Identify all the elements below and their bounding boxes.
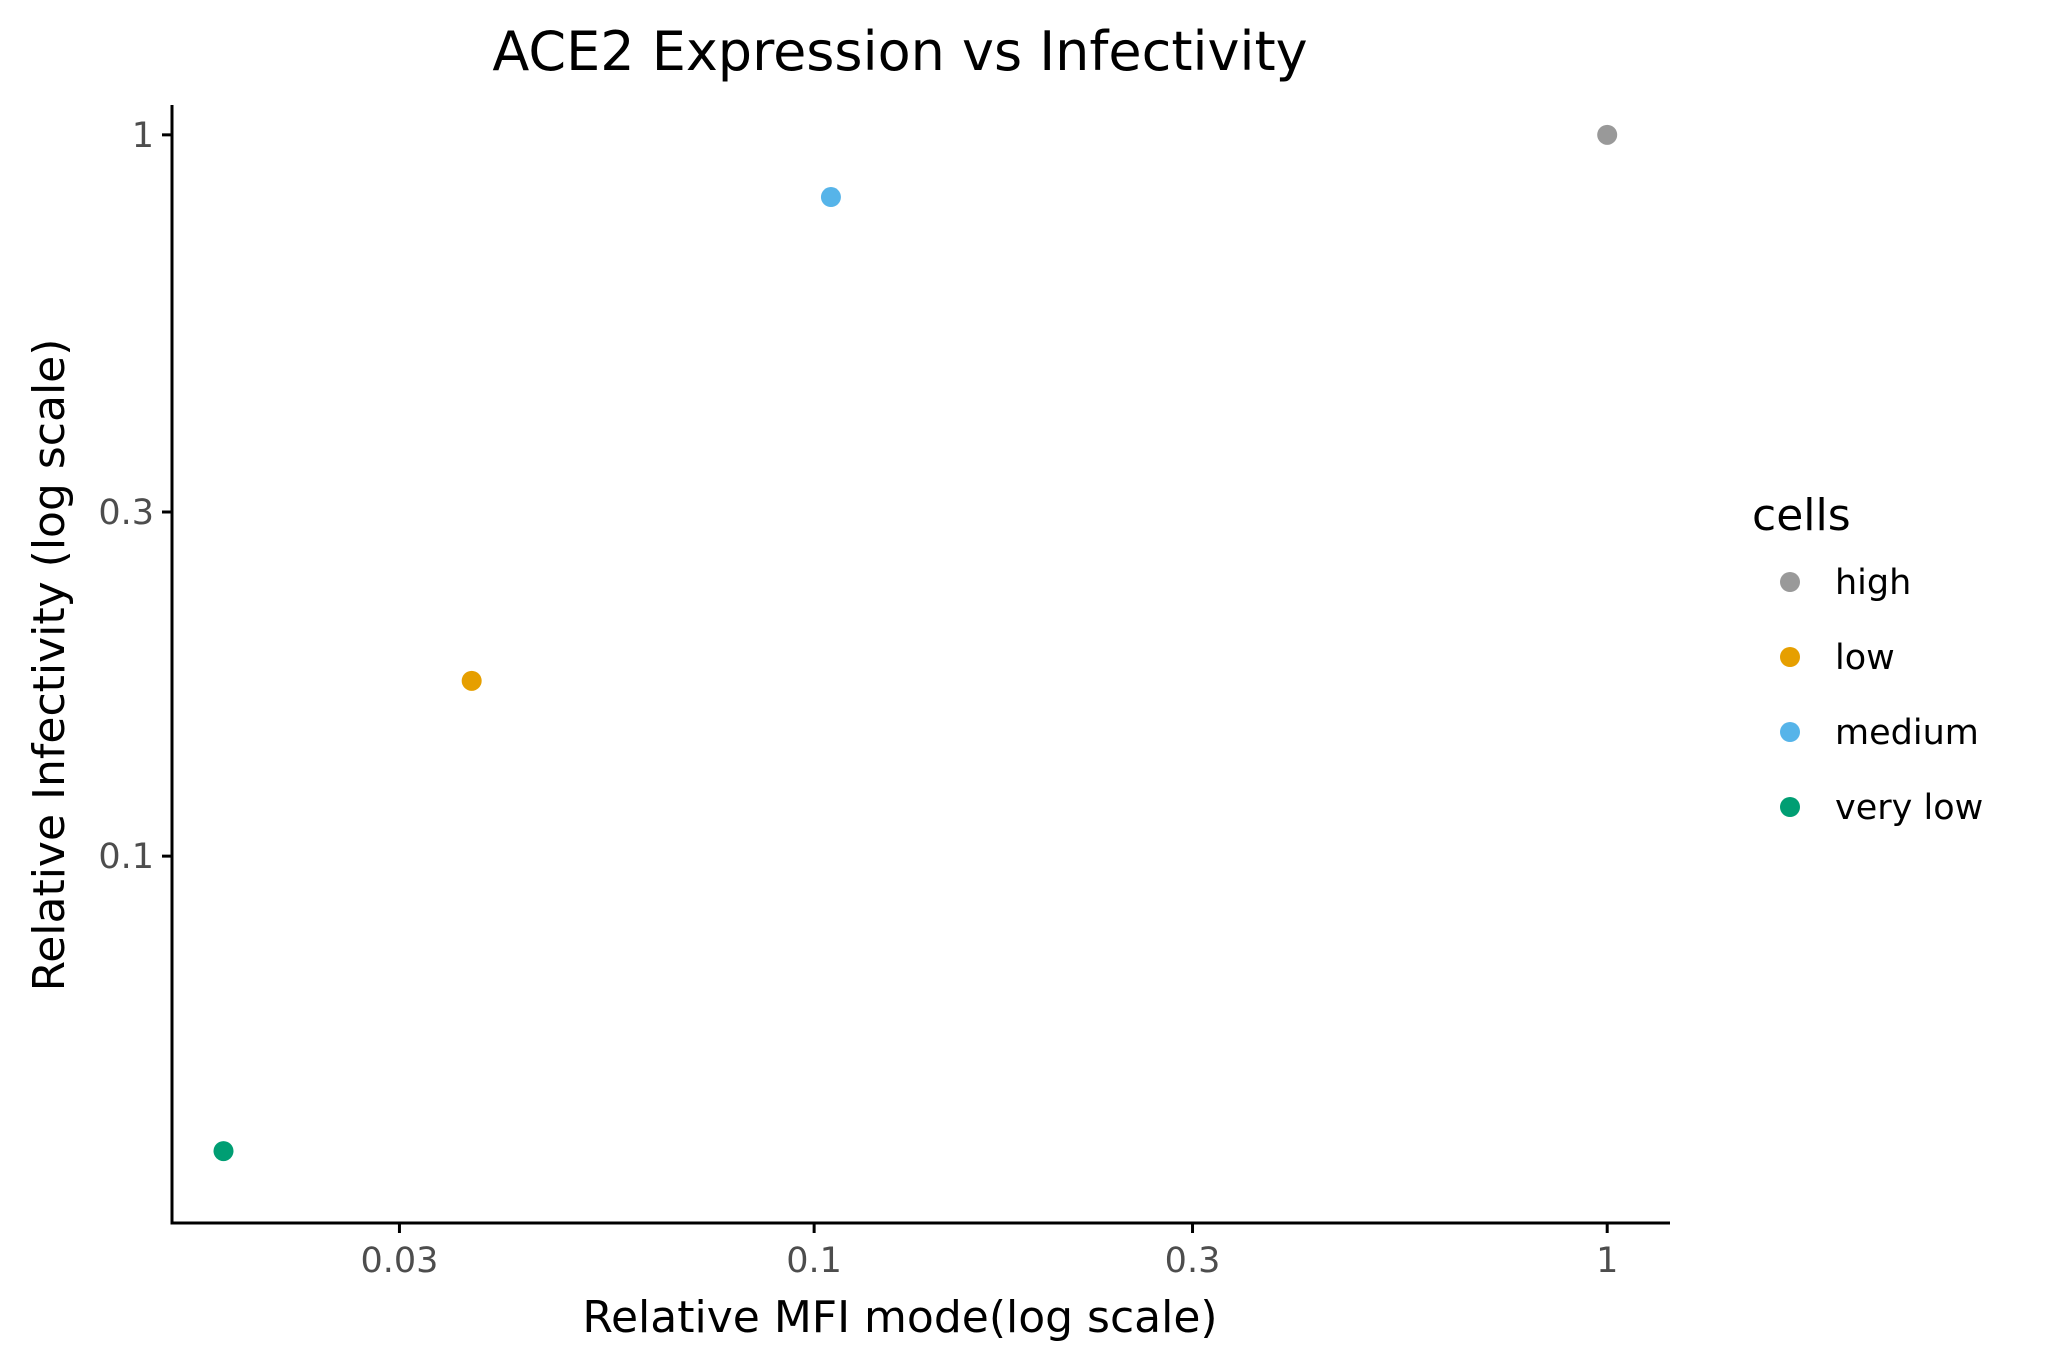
legend: cells high low medium very low <box>1752 490 1983 828</box>
y-tick-label: 1 <box>132 116 154 156</box>
chart-title: ACE2 Expression vs Infectivity <box>492 20 1307 83</box>
x-tick-label: 0.1 <box>786 1241 842 1281</box>
x-axis-ticks: 0.03 0.1 0.3 1 <box>360 1223 1618 1281</box>
x-tick-label: 1 <box>1596 1241 1618 1281</box>
data-point-very-low <box>213 1141 234 1162</box>
y-axis-ticks: 0.1 0.3 1 <box>98 116 172 877</box>
legend-label: low <box>1835 638 1895 678</box>
legend-label: very low <box>1835 788 1983 828</box>
legend-swatch <box>1780 572 1800 592</box>
data-point-low <box>461 670 482 691</box>
x-tick-label: 0.3 <box>1165 1241 1221 1281</box>
y-axis-title: Relative Infectivity (log scale) <box>24 339 75 992</box>
y-tick-label: 0.3 <box>98 493 154 533</box>
legend-label: high <box>1835 563 1911 603</box>
x-tick-label: 0.03 <box>360 1241 438 1281</box>
legend-label: medium <box>1835 713 1979 753</box>
legend-swatch <box>1780 647 1800 667</box>
legend-swatch <box>1780 797 1800 817</box>
data-point-high <box>1597 124 1618 145</box>
axis-lines <box>170 105 1670 1225</box>
x-axis-title: Relative MFI mode(log scale) <box>582 1292 1217 1343</box>
legend-swatch <box>1780 722 1800 742</box>
legend-items: high low medium very low <box>1780 563 1983 828</box>
y-tick-label: 0.1 <box>98 837 154 877</box>
plot-area <box>213 124 1618 1162</box>
data-point-medium <box>820 187 841 208</box>
legend-title: cells <box>1752 490 1851 541</box>
